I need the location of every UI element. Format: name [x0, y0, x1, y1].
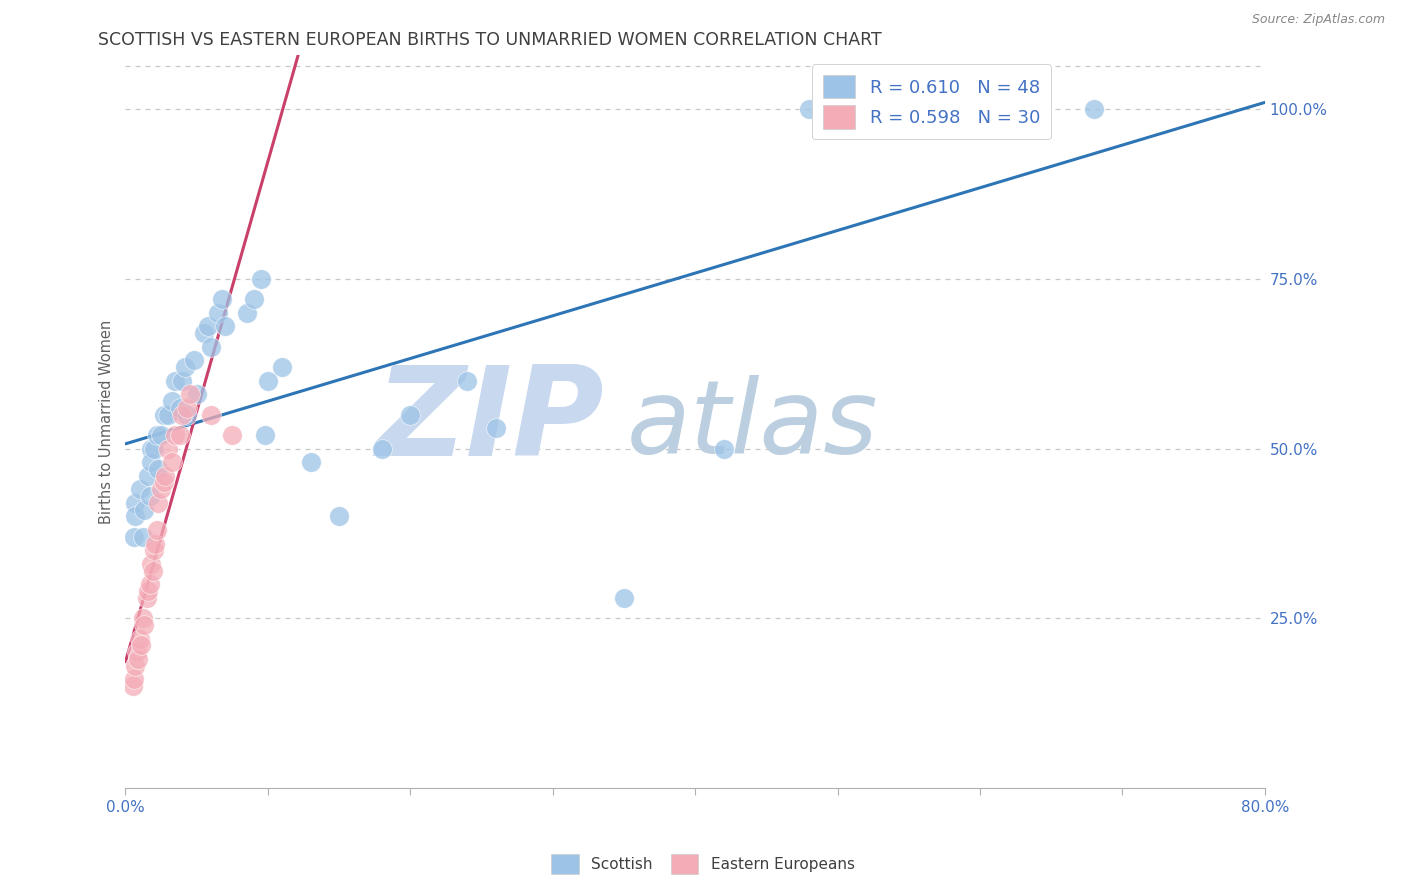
Point [125, 645, 148, 659]
Point [179, 387, 201, 401]
Point [136, 584, 159, 599]
Point [371, 442, 394, 456]
Point [153, 408, 176, 422]
Point [193, 326, 215, 341]
Point [207, 306, 229, 320]
Point [128, 632, 150, 646]
Text: Source: ZipAtlas.com: Source: ZipAtlas.com [1251, 13, 1385, 27]
Point [485, 421, 508, 435]
Point [121, 679, 143, 693]
Point [172, 374, 194, 388]
Point [157, 442, 180, 456]
Point [150, 483, 173, 497]
Point [169, 401, 191, 415]
Point [183, 353, 205, 368]
Point [146, 428, 169, 442]
Point [155, 468, 177, 483]
Point [214, 319, 236, 334]
Point [124, 496, 146, 510]
Point [249, 272, 271, 286]
Point [148, 496, 170, 510]
Point [145, 536, 167, 550]
Point [242, 293, 264, 307]
Point [139, 557, 162, 571]
Point [165, 428, 187, 442]
Point [139, 455, 162, 469]
Point [162, 455, 184, 469]
Point [142, 543, 165, 558]
Point [235, 306, 257, 320]
Point [176, 408, 198, 422]
Point [197, 319, 219, 334]
Point [148, 462, 170, 476]
Point [221, 428, 243, 442]
Y-axis label: Births to Unmarried Women: Births to Unmarried Women [100, 319, 114, 524]
Text: atlas: atlas [627, 376, 879, 475]
Point [1083, 103, 1105, 117]
Point [200, 340, 222, 354]
Point [254, 428, 277, 442]
Legend: Scottish, Eastern Europeans: Scottish, Eastern Europeans [546, 848, 860, 880]
Point [129, 638, 152, 652]
Point [855, 103, 877, 117]
Point [456, 374, 478, 388]
Point [128, 483, 150, 497]
Point [797, 103, 820, 117]
Point [122, 672, 145, 686]
Point [162, 394, 184, 409]
Point [165, 374, 187, 388]
Point [153, 475, 176, 490]
Point [138, 577, 160, 591]
Point [172, 408, 194, 422]
Point [132, 618, 155, 632]
Point [613, 591, 636, 605]
Point [157, 408, 180, 422]
Point [146, 523, 169, 537]
Point [299, 455, 322, 469]
Point [399, 408, 422, 422]
Point [328, 509, 350, 524]
Point [142, 442, 165, 456]
Point [150, 428, 173, 442]
Point [124, 658, 146, 673]
Point [124, 509, 146, 524]
Text: ZIP: ZIP [375, 361, 605, 482]
Point [135, 591, 157, 605]
Point [211, 293, 233, 307]
Point [174, 360, 197, 375]
Point [136, 468, 159, 483]
Point [141, 564, 163, 578]
Text: SCOTTISH VS EASTERN EUROPEAN BIRTHS TO UNMARRIED WOMEN CORRELATION CHART: SCOTTISH VS EASTERN EUROPEAN BIRTHS TO U… [98, 31, 882, 49]
Point [139, 442, 162, 456]
Point [122, 530, 145, 544]
Point [257, 374, 280, 388]
Point [186, 387, 208, 401]
Point [713, 442, 735, 456]
Point [127, 652, 149, 666]
Point [169, 428, 191, 442]
Point [138, 489, 160, 503]
Point [131, 530, 153, 544]
Point [132, 502, 155, 516]
Point [271, 360, 294, 375]
Point [131, 611, 153, 625]
Legend: R = 0.610   N = 48, R = 0.598   N = 30: R = 0.610 N = 48, R = 0.598 N = 30 [811, 64, 1050, 139]
Point [200, 408, 222, 422]
Point [941, 103, 963, 117]
Point [176, 401, 198, 415]
